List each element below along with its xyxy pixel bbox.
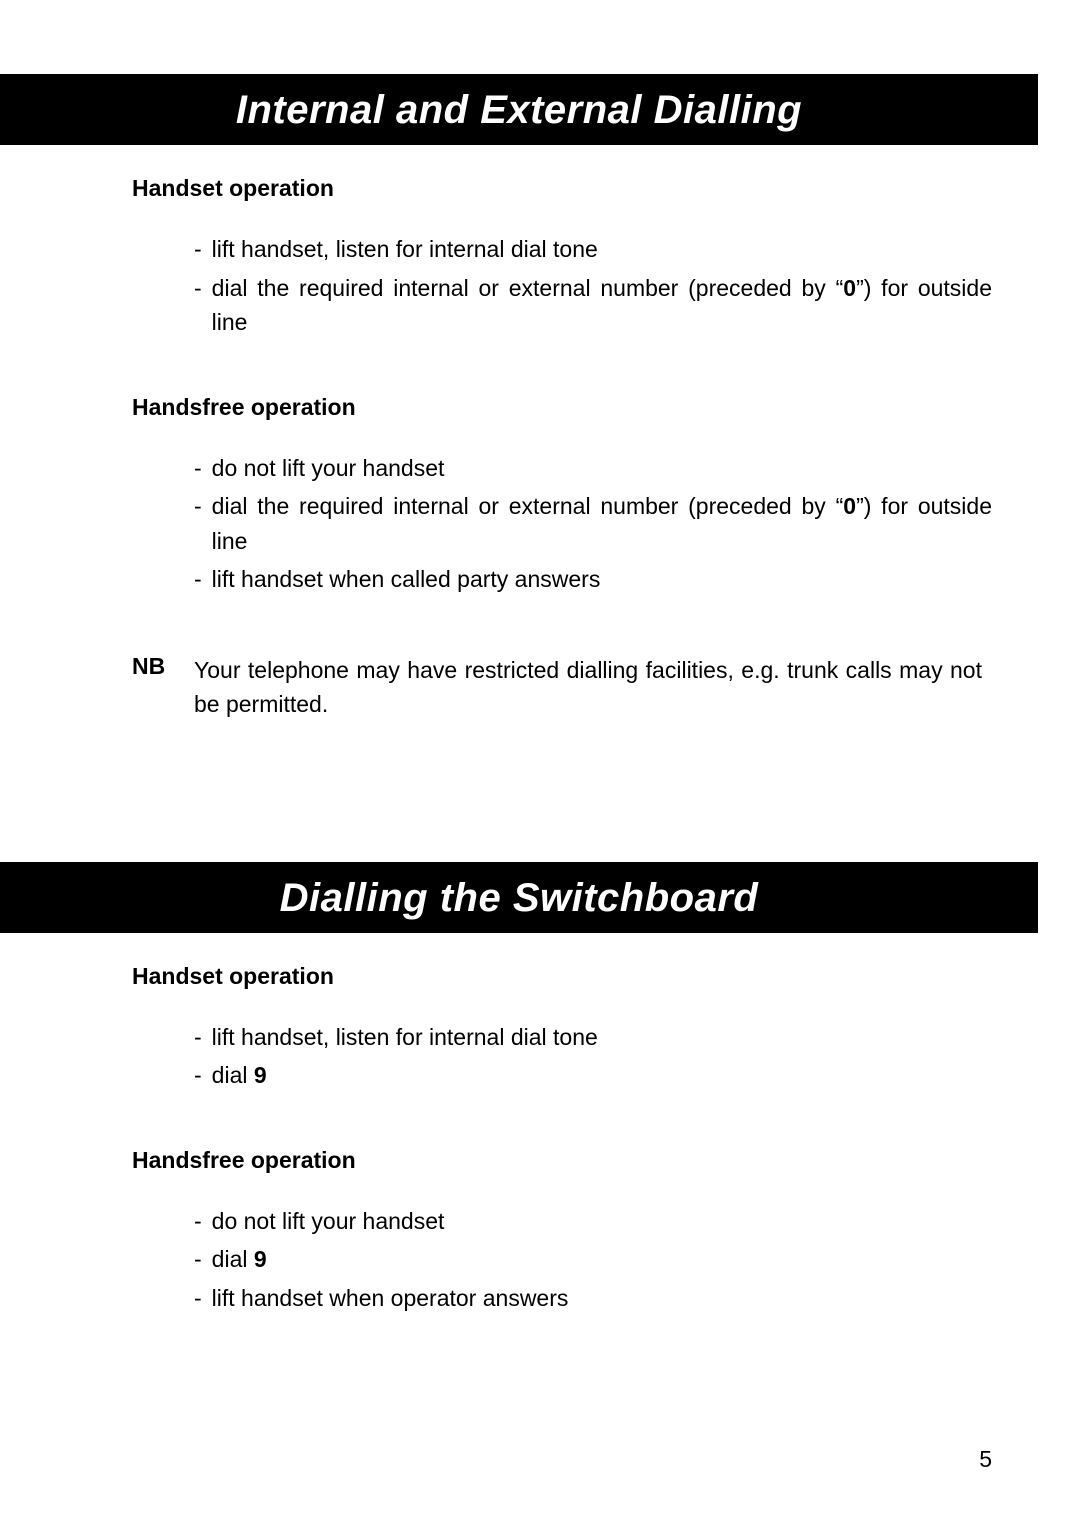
list-item: - lift handset when called party answers (194, 562, 992, 597)
list-text: dial 9 (212, 1242, 992, 1277)
list-text: lift handset when operator answers (212, 1281, 992, 1316)
sub-heading-1-1: Handset operation (132, 175, 992, 202)
note-text: Your telephone may have restricted diall… (194, 653, 982, 722)
sub-heading-2-2: Handsfree operation (132, 1147, 992, 1174)
section-heading-2: Dialling the Switchboard (0, 862, 1038, 933)
list-text: do not lift your handset (212, 451, 992, 486)
list-dash: - (194, 1058, 212, 1093)
list-item: - dial the required internal or external… (194, 271, 992, 340)
list-text: dial the required internal or external n… (212, 489, 992, 558)
list-item: - lift handset, listen for internal dial… (194, 1020, 992, 1055)
item-list-2-1: - lift handset, listen for internal dial… (194, 1020, 992, 1093)
list-text: lift handset, listen for internal dial t… (212, 232, 992, 267)
list-dash: - (194, 271, 212, 340)
list-item: - do not lift your handset (194, 1204, 992, 1239)
note-label: NB (132, 653, 194, 722)
list-dash: - (194, 1020, 212, 1055)
list-text: dial 9 (212, 1058, 992, 1093)
sub-heading-1-2: Handsfree operation (132, 394, 992, 421)
list-dash: - (194, 562, 212, 597)
list-dash: - (194, 1242, 212, 1277)
list-item: - dial the required internal or external… (194, 489, 992, 558)
section-body-1: Handset operation - lift handset, listen… (78, 175, 1002, 722)
list-dash: - (194, 232, 212, 267)
list-item: - do not lift your handset (194, 451, 992, 486)
section-gap (78, 722, 1002, 862)
item-list-1-1: - lift handset, listen for internal dial… (194, 232, 992, 340)
list-item: - lift handset when operator answers (194, 1281, 992, 1316)
list-dash: - (194, 489, 212, 558)
note-block: NB Your telephone may have restricted di… (132, 653, 992, 722)
list-item: - dial 9 (194, 1242, 992, 1277)
section-body-2: Handset operation - lift handset, listen… (78, 963, 1002, 1316)
list-item: - dial 9 (194, 1058, 992, 1093)
page-content: Internal and External Dialling Handset o… (0, 0, 1080, 1315)
section-heading-1: Internal and External Dialling (0, 74, 1038, 145)
section-heading-2-text: Dialling the Switchboard (280, 876, 759, 920)
list-text: dial the required internal or external n… (212, 271, 992, 340)
page-number: 5 (979, 1446, 992, 1473)
list-item: - lift handset, listen for internal dial… (194, 232, 992, 267)
item-list-2-2: - do not lift your handset - dial 9 - li… (194, 1204, 992, 1316)
list-dash: - (194, 1204, 212, 1239)
sub-heading-2-1: Handset operation (132, 963, 992, 990)
section-heading-1-text: Internal and External Dialling (236, 88, 802, 132)
list-text: lift handset when called party answers (212, 562, 992, 597)
item-list-1-2: - do not lift your handset - dial the re… (194, 451, 992, 597)
list-text: do not lift your handset (212, 1204, 992, 1239)
list-dash: - (194, 451, 212, 486)
list-text: lift handset, listen for internal dial t… (212, 1020, 992, 1055)
list-dash: - (194, 1281, 212, 1316)
